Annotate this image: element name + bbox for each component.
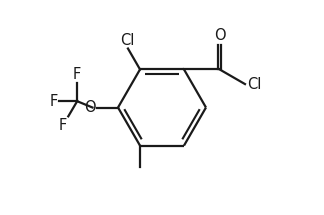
Text: Cl: Cl (120, 32, 134, 48)
Text: Cl: Cl (247, 77, 261, 92)
Text: F: F (50, 94, 58, 109)
Text: F: F (59, 118, 67, 133)
Text: F: F (73, 67, 81, 82)
Text: O: O (214, 28, 226, 43)
Text: O: O (84, 100, 95, 115)
